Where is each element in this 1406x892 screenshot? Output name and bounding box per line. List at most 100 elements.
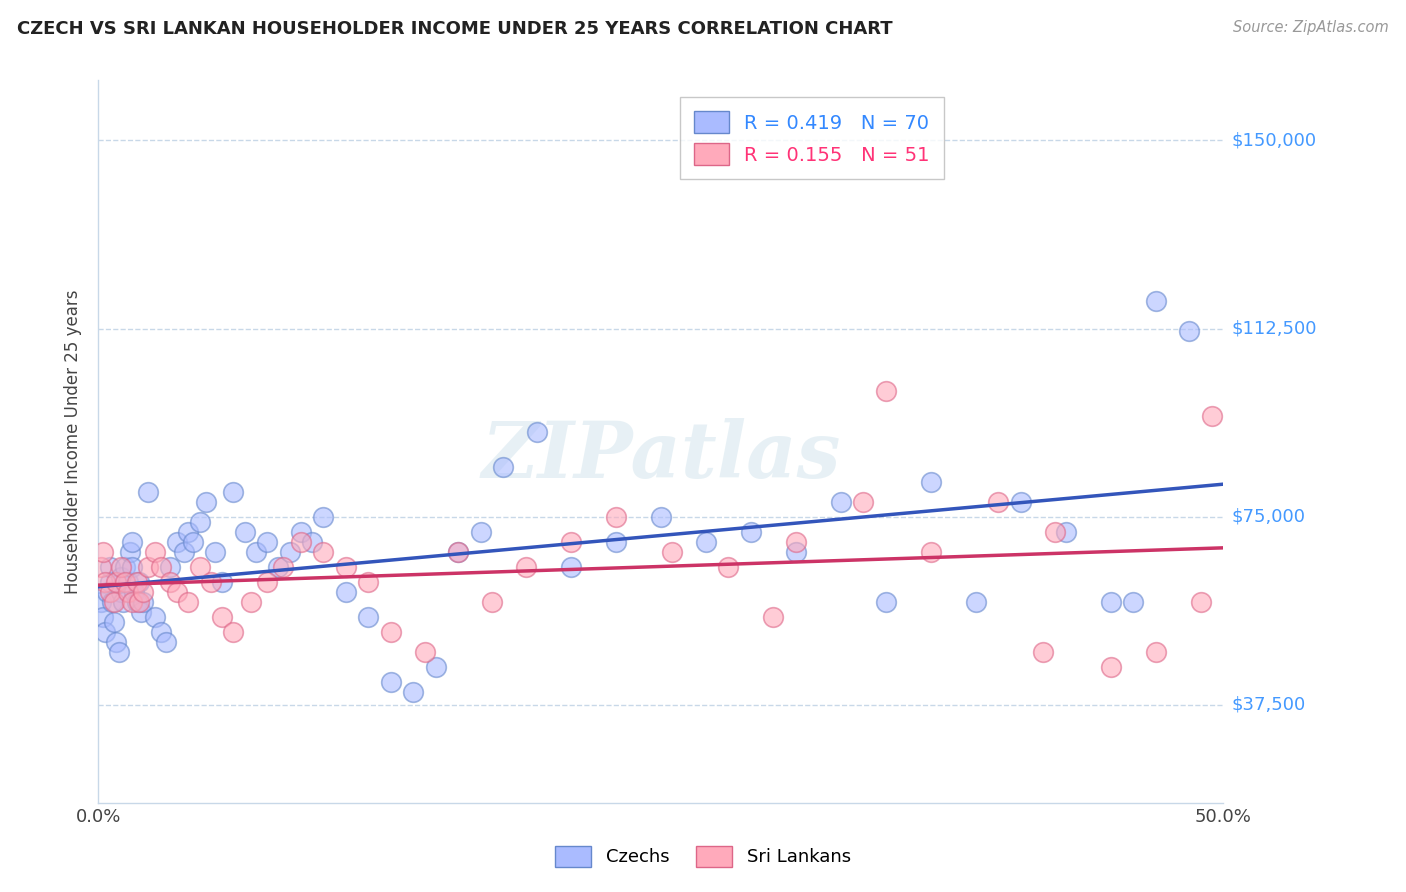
Text: CZECH VS SRI LANKAN HOUSEHOLDER INCOME UNDER 25 YEARS CORRELATION CHART: CZECH VS SRI LANKAN HOUSEHOLDER INCOME U… — [17, 20, 893, 37]
Point — [335, 560, 357, 574]
Point — [278, 545, 301, 559]
Point — [290, 524, 312, 539]
Point — [150, 625, 173, 640]
Point — [1178, 324, 1201, 338]
Point — [661, 545, 683, 559]
Point — [117, 574, 139, 589]
Point — [1099, 660, 1122, 674]
Point — [94, 625, 117, 640]
Point — [650, 509, 672, 524]
Point — [413, 645, 436, 659]
Point — [920, 475, 942, 489]
Text: Source: ZipAtlas.com: Source: ZipAtlas.com — [1233, 20, 1389, 35]
Point — [166, 534, 188, 549]
Point — [98, 560, 121, 574]
Point — [211, 610, 233, 624]
Point — [785, 534, 807, 549]
Point — [159, 560, 181, 574]
Text: $75,000: $75,000 — [1232, 508, 1306, 525]
Point — [830, 494, 852, 508]
Point — [173, 545, 195, 559]
Point — [526, 425, 548, 439]
Point — [132, 595, 155, 609]
Point — [492, 459, 515, 474]
Point — [128, 595, 150, 609]
Point — [188, 515, 211, 529]
Point — [222, 625, 245, 640]
Point — [695, 534, 717, 549]
Point — [110, 560, 132, 574]
Point — [166, 585, 188, 599]
Point — [470, 524, 492, 539]
Point — [222, 484, 245, 499]
Point — [290, 534, 312, 549]
Point — [1043, 524, 1066, 539]
Point — [177, 524, 200, 539]
Point — [155, 635, 177, 649]
Y-axis label: Householder Income Under 25 years: Householder Income Under 25 years — [65, 289, 83, 594]
Point — [91, 545, 114, 559]
Point — [1122, 595, 1144, 609]
Point — [121, 534, 143, 549]
Point — [267, 560, 290, 574]
Point — [256, 574, 278, 589]
Point — [762, 610, 785, 624]
Point — [211, 574, 233, 589]
Point — [150, 560, 173, 574]
Point — [117, 585, 139, 599]
Point — [987, 494, 1010, 508]
Point — [357, 610, 380, 624]
Point — [118, 545, 141, 559]
Point — [1032, 645, 1054, 659]
Point — [875, 384, 897, 399]
Point — [256, 534, 278, 549]
Point — [94, 574, 117, 589]
Text: $37,500: $37,500 — [1232, 696, 1306, 714]
Point — [515, 560, 537, 574]
Point — [121, 595, 143, 609]
Point — [1099, 595, 1122, 609]
Point — [447, 545, 470, 559]
Point — [1144, 293, 1167, 308]
Point — [233, 524, 256, 539]
Point — [1201, 409, 1223, 424]
Point — [125, 595, 148, 609]
Point — [98, 585, 121, 599]
Point — [136, 484, 159, 499]
Point — [245, 545, 267, 559]
Point — [181, 534, 204, 549]
Point — [125, 574, 148, 589]
Point — [717, 560, 740, 574]
Point — [103, 615, 125, 630]
Text: ZIPatlas: ZIPatlas — [481, 417, 841, 494]
Point — [920, 545, 942, 559]
Point — [105, 574, 128, 589]
Point — [101, 595, 124, 609]
Point — [112, 595, 135, 609]
Point — [96, 585, 118, 599]
Text: $112,500: $112,500 — [1232, 319, 1317, 338]
Point — [425, 660, 447, 674]
Point — [188, 560, 211, 574]
Point — [447, 545, 470, 559]
Point — [740, 524, 762, 539]
Point — [605, 534, 627, 549]
Point — [301, 534, 323, 549]
Point — [380, 625, 402, 640]
Point — [143, 610, 166, 624]
Legend: R = 0.419   N = 70, R = 0.155   N = 51: R = 0.419 N = 70, R = 0.155 N = 51 — [681, 97, 943, 179]
Point — [852, 494, 875, 508]
Point — [90, 560, 112, 574]
Point — [110, 585, 132, 599]
Point — [136, 560, 159, 574]
Point — [402, 685, 425, 699]
Point — [785, 545, 807, 559]
Point — [114, 560, 136, 574]
Point — [121, 560, 143, 574]
Point — [143, 545, 166, 559]
Point — [335, 585, 357, 599]
Point — [124, 585, 146, 599]
Point — [1189, 595, 1212, 609]
Point — [481, 595, 503, 609]
Point — [114, 574, 136, 589]
